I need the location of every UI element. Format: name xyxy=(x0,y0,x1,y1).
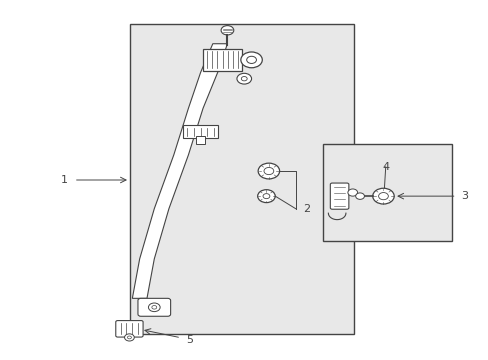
Circle shape xyxy=(258,163,279,179)
Circle shape xyxy=(347,189,357,196)
Circle shape xyxy=(372,188,393,204)
Circle shape xyxy=(124,334,134,341)
Circle shape xyxy=(237,73,251,84)
FancyBboxPatch shape xyxy=(203,49,242,71)
Circle shape xyxy=(221,26,233,35)
FancyBboxPatch shape xyxy=(322,144,451,241)
Text: 4: 4 xyxy=(382,162,388,172)
FancyBboxPatch shape xyxy=(196,136,204,144)
Circle shape xyxy=(264,167,273,175)
Circle shape xyxy=(246,56,256,63)
Circle shape xyxy=(241,77,246,81)
Text: 5: 5 xyxy=(185,334,193,345)
Circle shape xyxy=(148,303,160,312)
Circle shape xyxy=(152,306,157,309)
Text: 1: 1 xyxy=(61,175,67,185)
FancyBboxPatch shape xyxy=(116,320,143,337)
Circle shape xyxy=(378,193,387,200)
FancyBboxPatch shape xyxy=(183,126,218,138)
Circle shape xyxy=(241,52,262,68)
Circle shape xyxy=(257,190,275,203)
FancyBboxPatch shape xyxy=(130,24,353,334)
Circle shape xyxy=(263,194,269,199)
Text: 2: 2 xyxy=(303,204,309,214)
FancyBboxPatch shape xyxy=(330,183,348,209)
Circle shape xyxy=(355,193,364,199)
Circle shape xyxy=(127,336,131,339)
Text: 3: 3 xyxy=(461,191,468,201)
Polygon shape xyxy=(132,44,227,298)
FancyBboxPatch shape xyxy=(138,298,170,316)
